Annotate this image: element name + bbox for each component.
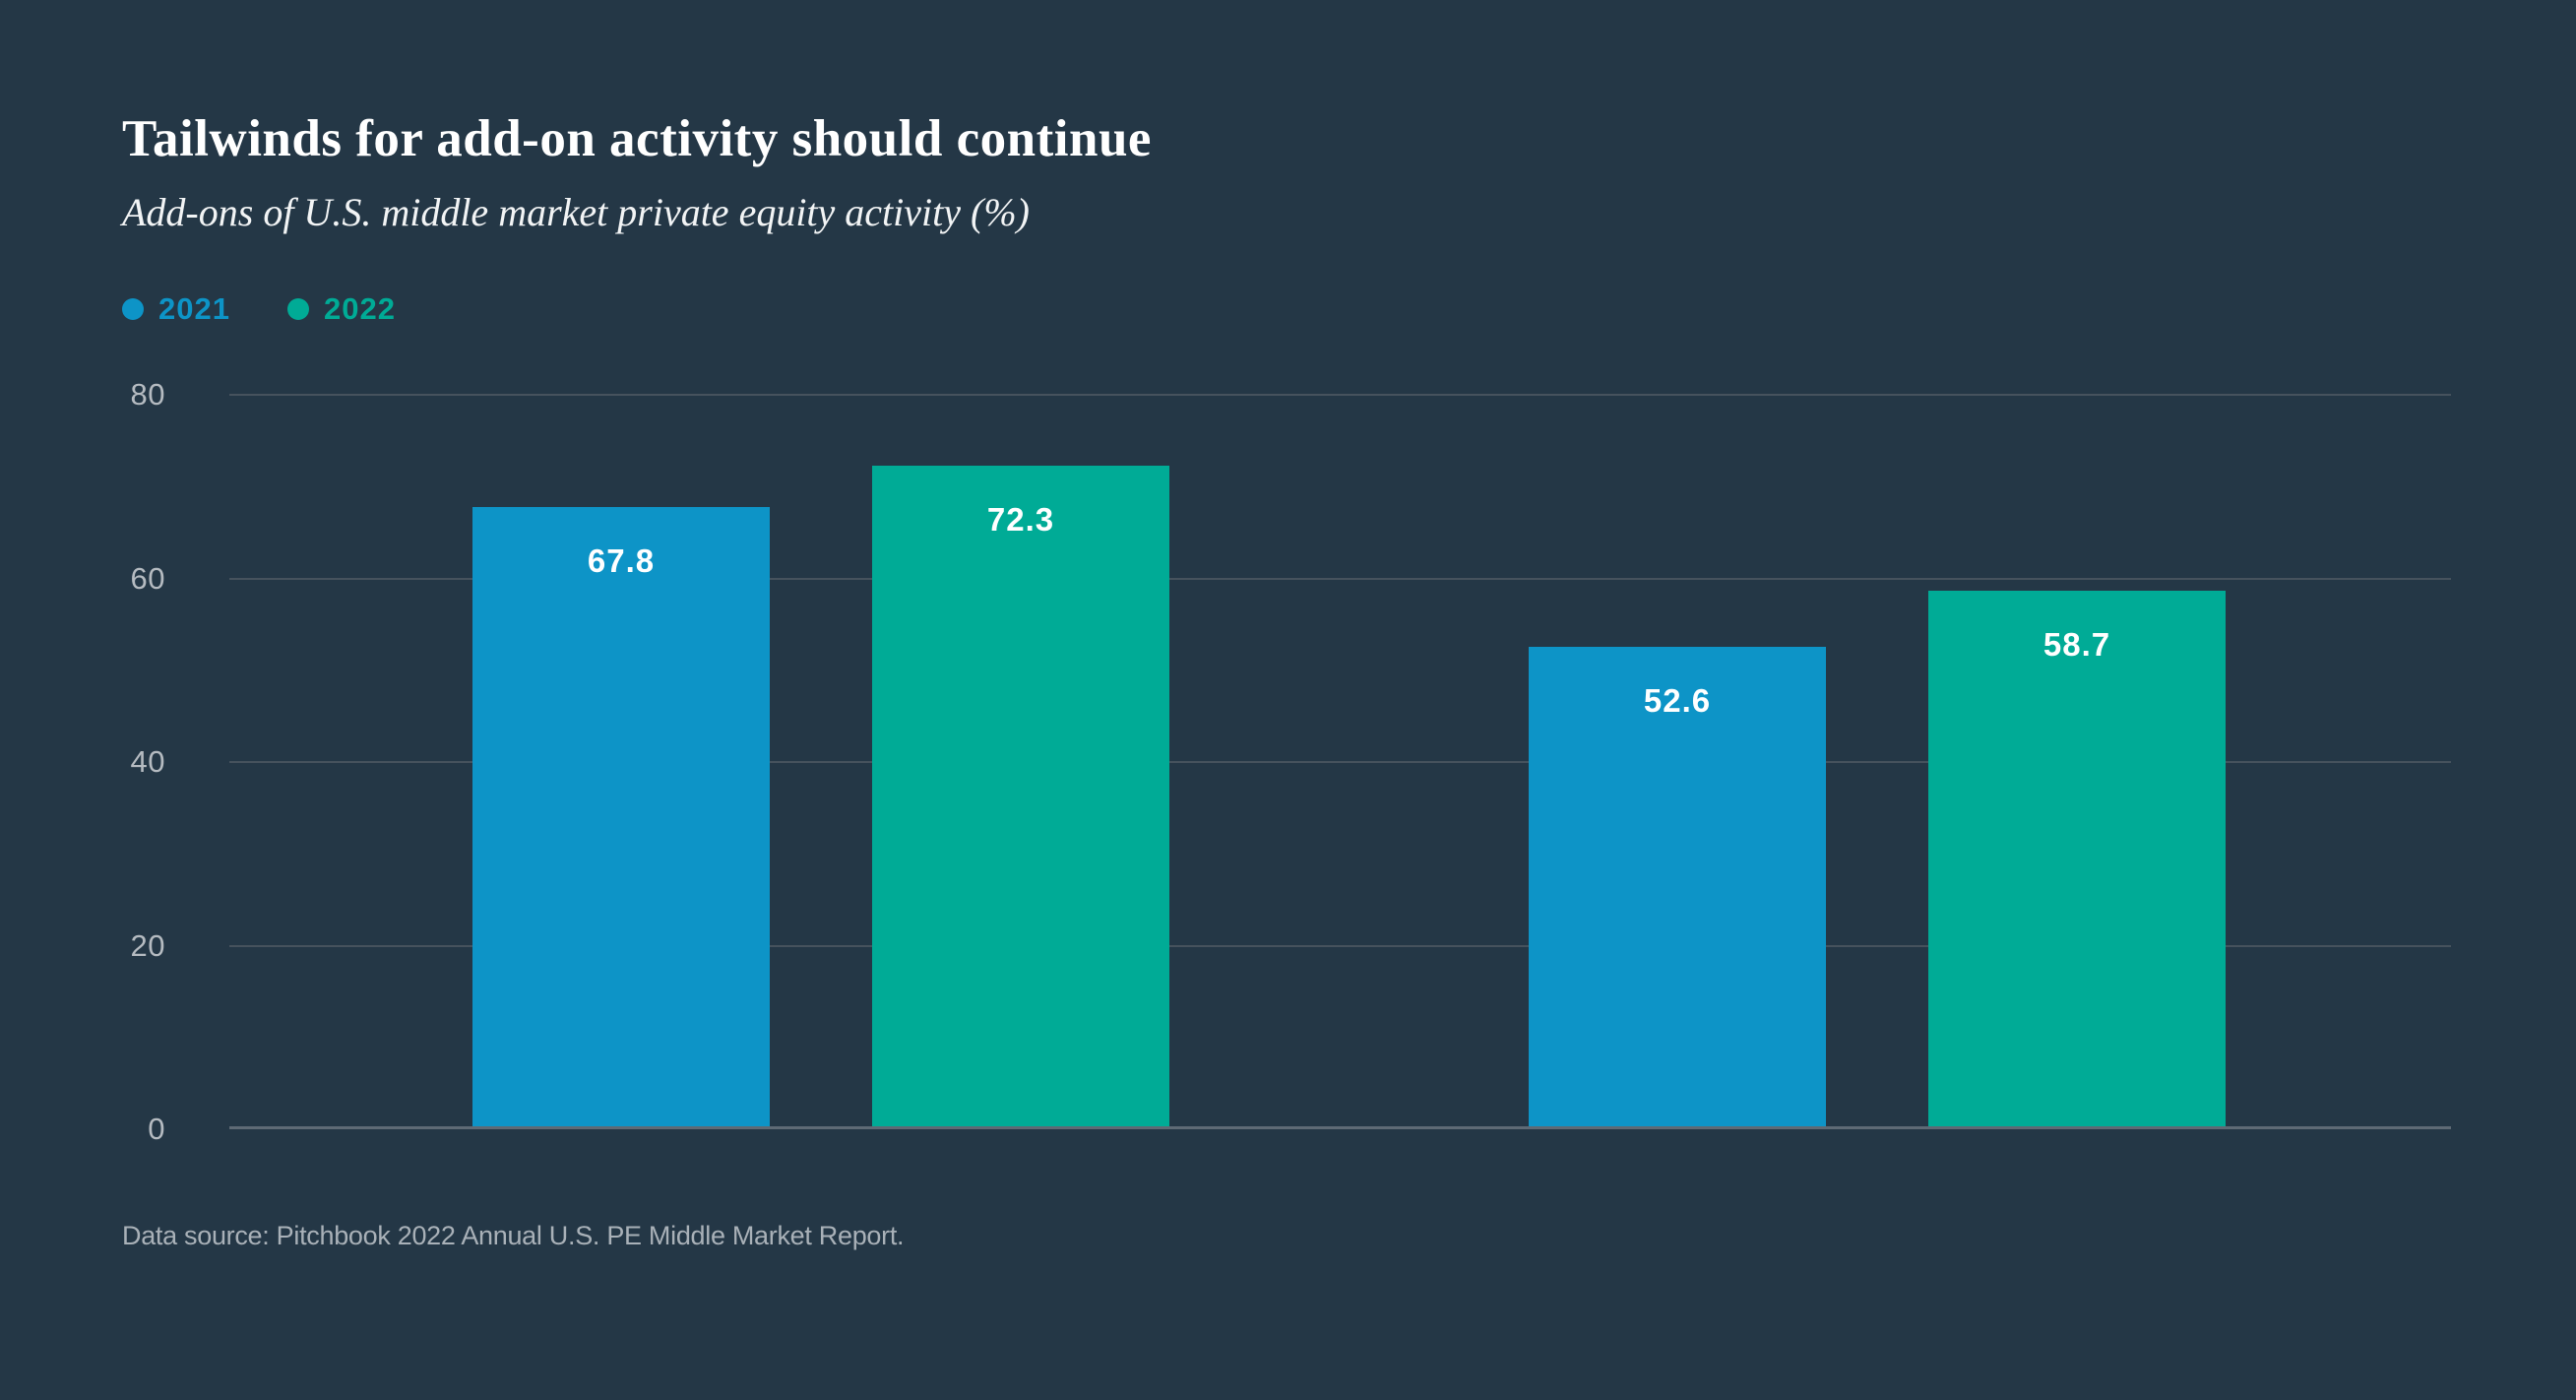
bar-value-label: 72.3 bbox=[986, 501, 1055, 538]
chart-title: Tailwinds for add-on activity should con… bbox=[122, 110, 1152, 167]
plot-area: 67.8 72.3 52.6 58.7 bbox=[229, 394, 2451, 1129]
y-tick-label-60: 60 bbox=[130, 561, 165, 596]
gridline-40 bbox=[229, 761, 2451, 763]
chart-subtitle: Add-ons of U.S. middle market private eq… bbox=[122, 190, 1030, 234]
x-axis-baseline bbox=[229, 1126, 2451, 1129]
y-tick-label-0: 0 bbox=[148, 1112, 165, 1146]
legend-dot-icon bbox=[286, 298, 309, 320]
bar-value-label: 67.8 bbox=[587, 542, 656, 579]
bar-2022-group1: 72.3 bbox=[872, 466, 1169, 1129]
legend-label: 2022 bbox=[323, 291, 396, 326]
bar-2021-group2: 52.6 bbox=[1529, 647, 1826, 1129]
bar-value-label: 58.7 bbox=[2042, 626, 2111, 663]
gridline-60 bbox=[229, 578, 2451, 580]
legend-dot-icon bbox=[122, 298, 144, 320]
y-tick-label-20: 20 bbox=[130, 928, 165, 963]
y-tick-label-80: 80 bbox=[130, 377, 165, 412]
y-tick-label-40: 40 bbox=[130, 744, 165, 779]
legend-item-2022: 2022 bbox=[286, 291, 396, 327]
gridline-20 bbox=[229, 945, 2451, 947]
legend-label: 2021 bbox=[158, 291, 230, 326]
bar-2021-group1: 67.8 bbox=[472, 507, 770, 1129]
bar-value-label: 52.6 bbox=[1643, 682, 1712, 719]
legend-item-2021: 2021 bbox=[122, 291, 230, 327]
bar-2022-group2: 58.7 bbox=[1928, 591, 2226, 1129]
legend: 2021 2022 bbox=[122, 291, 396, 327]
gridline-80 bbox=[229, 394, 2451, 396]
y-axis: 0 20 40 60 80 bbox=[0, 377, 165, 1146]
data-source-note: Data source: Pitchbook 2022 Annual U.S. … bbox=[122, 1221, 905, 1250]
